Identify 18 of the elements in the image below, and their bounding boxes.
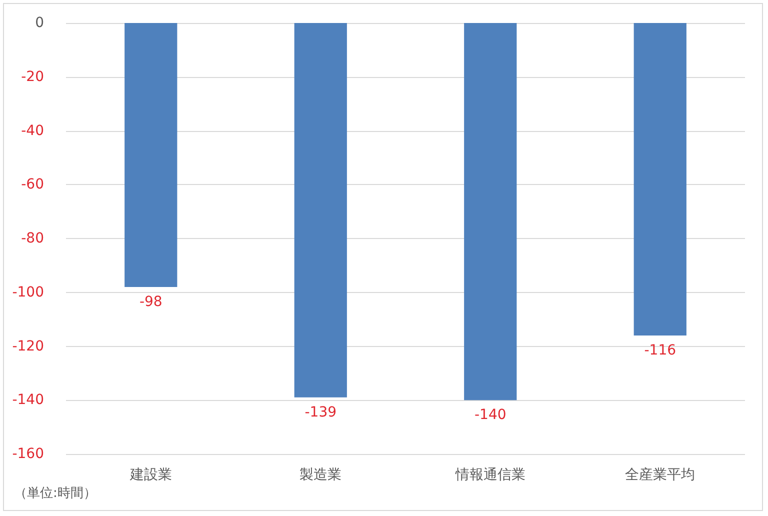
text: （単位:時間）	[14, 486, 96, 501]
y-tick-label: -80	[21, 230, 44, 246]
y-tick-label: -120	[12, 338, 44, 354]
x-tick-label: 製造業	[300, 467, 342, 483]
data-label: -139	[304, 404, 337, 420]
y-tick-label: -20	[21, 68, 44, 85]
data-label: -116	[644, 342, 676, 358]
y-tick-label: -160	[12, 446, 44, 462]
y-tick-label: 0	[35, 15, 44, 31]
data-label: -98	[139, 294, 162, 310]
y-tick-label: -140	[12, 392, 44, 408]
x-tick-label: 建設業	[128, 467, 172, 483]
y-tick-label: -60	[21, 176, 44, 193]
x-tick-label: 情報通信業	[454, 467, 526, 483]
x-tick-label: 全産業平均	[625, 467, 696, 483]
y-tick-label: -40	[21, 122, 44, 139]
y-tick-label: -100	[12, 284, 44, 300]
data-label: -140	[474, 407, 506, 424]
